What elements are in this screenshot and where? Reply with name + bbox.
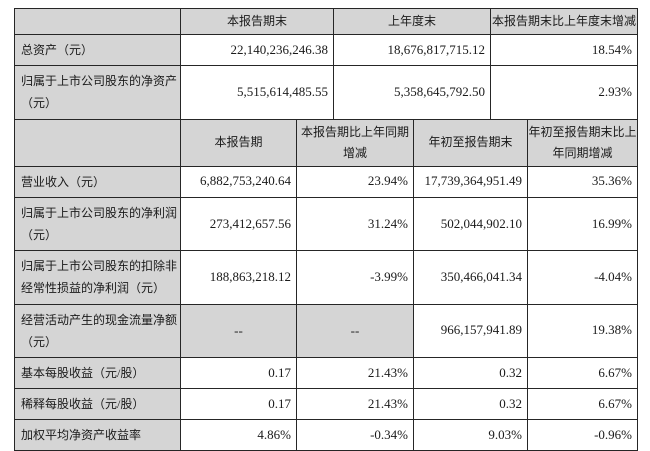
cell-value: -0.34% <box>296 419 414 451</box>
cell-value: 0.17 <box>180 356 297 390</box>
table-header-row: 本报告期末 上年度末 本报告期末比上年度末增减 <box>14 8 638 35</box>
cell-value: 502,044,902.10 <box>413 196 528 252</box>
table-row-diluted-eps: 稀释每股收益（元/股） 0.17 21.43% 0.32 6.67% <box>14 388 638 421</box>
cell-value: 16.99% <box>527 196 638 252</box>
cell-value: 6.67% <box>527 388 638 421</box>
row-label: 归属于上市公司股东的净利润（元） <box>14 196 181 252</box>
table-row-net-profit: 归属于上市公司股东的净利润（元） 273,412,657.56 31.24% 5… <box>14 196 638 252</box>
cell-value: 21.43% <box>296 388 414 421</box>
cell-value: 22,140,236,246.38 <box>180 33 334 67</box>
cell-value: 23.94% <box>296 165 414 198</box>
row-label: 营业收入（元） <box>14 165 181 198</box>
row-label: 经营活动产生的现金流量净额（元） <box>14 303 181 358</box>
table-row-net-profit-excl-nonrecurring: 归属于上市公司股东的扣除非经常性损益的净利润（元） 188,863,218.12… <box>14 250 638 305</box>
cell-value: 5,515,614,485.55 <box>180 65 334 120</box>
table-row-net-assets: 归属于上市公司股东的净资产（元） 5,515,614,485.55 5,358,… <box>14 65 638 120</box>
header-blank <box>14 8 181 35</box>
income-statement-table: 本报告期 本报告期比上年同期增减 年初至报告期末 年初至报告期末比上年同期增减 … <box>14 118 638 451</box>
cell-value: 18.54% <box>490 33 638 67</box>
cell-value: -0.96% <box>527 419 638 451</box>
cell-value: 966,157,941.89 <box>413 303 528 358</box>
row-label: 基本每股收益（元/股） <box>14 356 181 390</box>
row-label: 归属于上市公司股东的扣除非经常性损益的净利润（元） <box>14 250 181 305</box>
cell-value-na: -- <box>296 303 414 358</box>
header-year-to-date: 年初至报告期末 <box>413 118 528 167</box>
cell-value: 31.24% <box>296 196 414 252</box>
cell-value: 35.36% <box>527 165 638 198</box>
table-row-operating-cash-flow: 经营活动产生的现金流量净额（元） -- -- 966,157,941.89 19… <box>14 303 638 358</box>
table-header-row: 本报告期 本报告期比上年同期增减 年初至报告期末 年初至报告期末比上年同期增减 <box>14 118 638 167</box>
cell-value: 19.38% <box>527 303 638 358</box>
cell-value: 4.86% <box>180 419 297 451</box>
cell-value: 5,358,645,792.50 <box>333 65 491 120</box>
cell-value: 0.32 <box>413 388 528 421</box>
table-row-total-assets: 总资产（元） 22,140,236,246.38 18,676,817,715.… <box>14 33 638 67</box>
header-blank <box>14 118 181 167</box>
cell-value: 21.43% <box>296 356 414 390</box>
financial-summary-table: 本报告期末 上年度末 本报告期末比上年度末增减 总资产（元） 22,140,23… <box>14 8 638 451</box>
cell-value: 6.67% <box>527 356 638 390</box>
cell-value: 188,863,218.12 <box>180 250 297 305</box>
cell-value: 9.03% <box>413 419 528 451</box>
balance-snapshot-table: 本报告期末 上年度末 本报告期末比上年度末增减 总资产（元） 22,140,23… <box>14 8 638 120</box>
header-change-vs-prior-period: 本报告期比上年同期增减 <box>296 118 414 167</box>
row-label: 加权平均净资产收益率 <box>14 419 181 451</box>
row-label: 稀释每股收益（元/股） <box>14 388 181 421</box>
cell-value: 350,466,041.34 <box>413 250 528 305</box>
cell-value: 17,739,364,951.49 <box>413 165 528 198</box>
cell-value: 18,676,817,715.12 <box>333 33 491 67</box>
header-period-end: 本报告期末 <box>180 8 334 35</box>
cell-value: 273,412,657.56 <box>180 196 297 252</box>
header-current-period: 本报告期 <box>180 118 297 167</box>
cell-value: 6,882,753,240.64 <box>180 165 297 198</box>
row-label: 归属于上市公司股东的净资产（元） <box>14 65 181 120</box>
cell-value: 0.17 <box>180 388 297 421</box>
cell-value-na: -- <box>180 303 297 358</box>
header-change-vs-prior-year-end: 本报告期末比上年度末增减 <box>490 8 638 35</box>
table-row-basic-eps: 基本每股收益（元/股） 0.17 21.43% 0.32 6.67% <box>14 356 638 390</box>
table-row-revenue: 营业收入（元） 6,882,753,240.64 23.94% 17,739,3… <box>14 165 638 198</box>
cell-value: 0.32 <box>413 356 528 390</box>
cell-value: 2.93% <box>490 65 638 120</box>
table-row-weighted-avg-roe: 加权平均净资产收益率 4.86% -0.34% 9.03% -0.96% <box>14 419 638 451</box>
row-label: 总资产（元） <box>14 33 181 67</box>
header-prior-year-end: 上年度末 <box>333 8 491 35</box>
header-ytd-change-vs-prior: 年初至报告期末比上年同期增减 <box>527 118 638 167</box>
cell-value: -3.99% <box>296 250 414 305</box>
cell-value: -4.04% <box>527 250 638 305</box>
